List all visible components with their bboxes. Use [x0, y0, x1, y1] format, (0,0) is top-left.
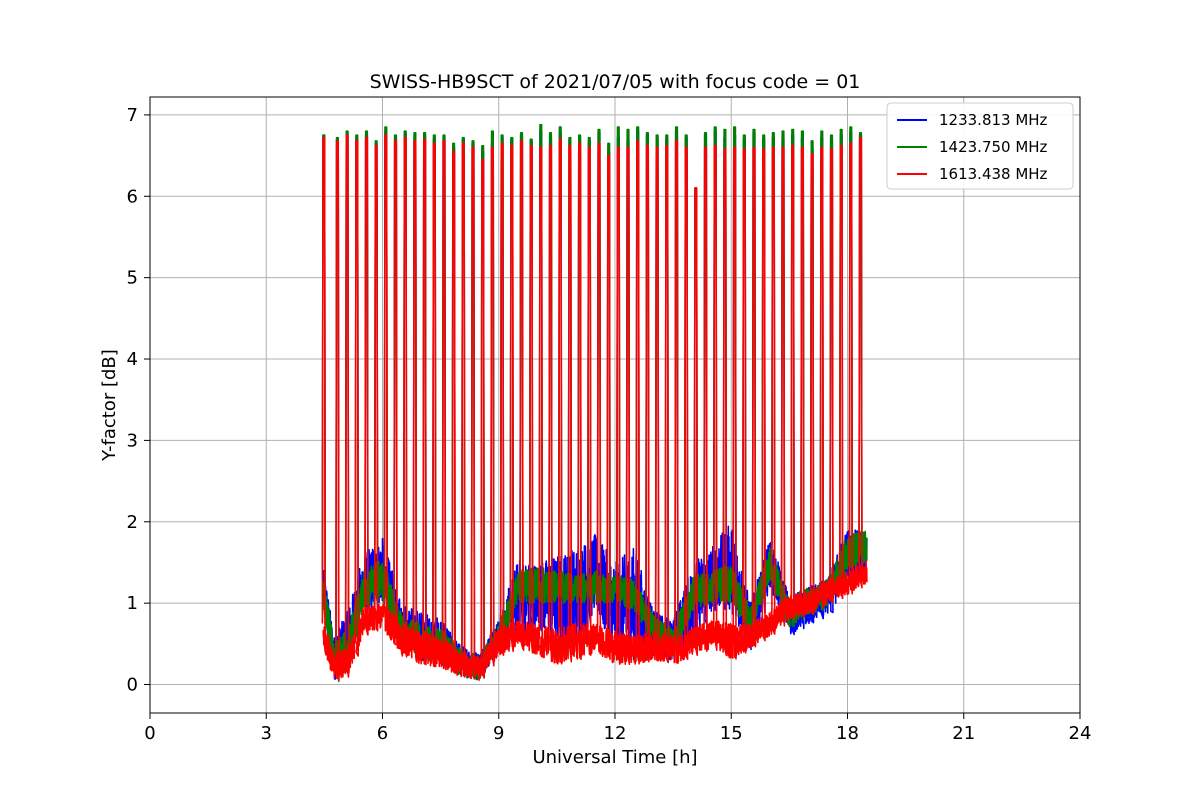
y-tick-label: 6: [127, 186, 138, 207]
y-tick-label: 7: [127, 105, 138, 126]
legend-label-1: 1233.813 MHz: [939, 111, 1048, 129]
y-axis-label: Y-factor [dB]: [99, 349, 120, 462]
chart-title: SWISS-HB9SCT of 2021/07/05 with focus co…: [370, 71, 861, 93]
x-axis-label: Universal Time [h]: [532, 747, 697, 768]
x-tick-label: 3: [261, 723, 272, 744]
x-tick-label: 6: [377, 723, 388, 744]
x-tick-label: 24: [1069, 723, 1092, 744]
series-line-1: [321, 130, 868, 681]
legend-box: [886, 102, 1074, 190]
legend: 1233.813 MHz 1423.750 MHz 1613.438 MHz: [886, 102, 1074, 190]
legend-label-3: 1613.438 MHz: [939, 165, 1048, 183]
y-tick-label: 2: [127, 512, 138, 533]
plot-area: [321, 123, 868, 683]
x-tick-label: 0: [144, 723, 155, 744]
y-tick-label: 4: [127, 349, 138, 370]
x-tick-label: 15: [720, 723, 743, 744]
x-tick-label: 21: [952, 723, 975, 744]
series-line-3: [321, 134, 868, 681]
y-tick-label: 0: [127, 675, 138, 696]
x-tick-label: 18: [836, 723, 859, 744]
y-tick-label: 3: [127, 430, 138, 451]
legend-label-2: 1423.750 MHz: [939, 138, 1048, 156]
x-tick-label: 9: [493, 723, 504, 744]
y-tick-label: 1: [127, 593, 138, 614]
x-tick-label: 12: [604, 723, 627, 744]
y-tick-label: 5: [127, 268, 138, 289]
